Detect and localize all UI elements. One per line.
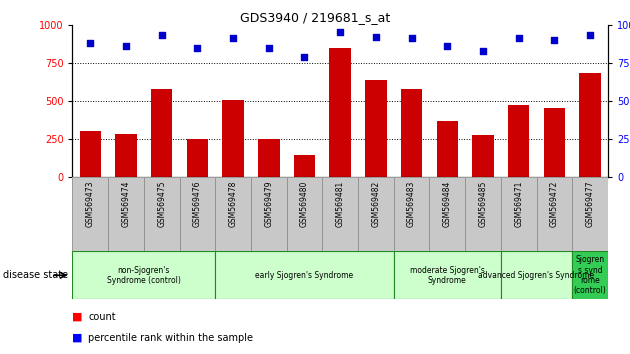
Bar <box>544 108 565 177</box>
Text: non-Sjogren's
Syndrome (control): non-Sjogren's Syndrome (control) <box>107 266 181 285</box>
Point <box>299 54 309 59</box>
Bar <box>572 251 608 299</box>
Bar <box>537 177 572 251</box>
Text: GSM569474: GSM569474 <box>122 181 130 227</box>
Bar <box>72 177 108 251</box>
Text: GDS3940 / 219681_s_at: GDS3940 / 219681_s_at <box>240 11 390 24</box>
Text: moderate Sjogren's
Syndrome: moderate Sjogren's Syndrome <box>410 266 484 285</box>
Point <box>513 36 524 41</box>
Bar <box>115 133 137 177</box>
Bar <box>79 131 101 177</box>
Text: disease state: disease state <box>3 270 68 280</box>
Text: Sjogren
s synd
rome
(control): Sjogren s synd rome (control) <box>574 255 607 295</box>
Text: GSM569481: GSM569481 <box>336 181 345 227</box>
Bar <box>437 121 458 177</box>
Bar <box>108 177 144 251</box>
Text: GSM569485: GSM569485 <box>479 181 488 227</box>
Point <box>585 33 595 38</box>
Bar <box>72 177 608 251</box>
Text: early Sjogren's Syndrome: early Sjogren's Syndrome <box>255 271 353 280</box>
Bar <box>329 48 351 177</box>
Bar <box>215 177 251 251</box>
Bar <box>580 73 601 177</box>
Point <box>549 37 559 43</box>
Text: advanced Sjogren's Syndrome: advanced Sjogren's Syndrome <box>479 271 595 280</box>
Text: percentile rank within the sample: percentile rank within the sample <box>88 333 253 343</box>
Bar <box>394 251 501 299</box>
Text: count: count <box>88 312 116 322</box>
Text: GSM569483: GSM569483 <box>407 181 416 227</box>
Point <box>85 40 95 46</box>
Bar <box>186 139 208 177</box>
Point <box>264 45 274 50</box>
Bar <box>430 177 465 251</box>
Point <box>442 43 452 49</box>
Point <box>406 36 416 41</box>
Bar <box>501 177 537 251</box>
Point <box>157 33 167 38</box>
Text: GSM569476: GSM569476 <box>193 181 202 227</box>
Bar <box>465 177 501 251</box>
Text: GSM569482: GSM569482 <box>372 181 381 227</box>
Bar <box>215 251 394 299</box>
Bar <box>501 251 572 299</box>
Bar <box>401 89 422 177</box>
Bar <box>258 139 280 177</box>
Point <box>335 29 345 35</box>
Point <box>228 36 238 41</box>
Text: GSM569477: GSM569477 <box>586 181 595 227</box>
Bar <box>251 177 287 251</box>
Text: ■: ■ <box>72 312 83 322</box>
Point <box>192 45 202 50</box>
Point <box>478 48 488 53</box>
Text: GSM569479: GSM569479 <box>265 181 273 227</box>
Bar <box>472 135 494 177</box>
Text: GSM569475: GSM569475 <box>158 181 166 227</box>
Bar <box>151 89 173 177</box>
Bar <box>365 80 387 177</box>
Bar <box>72 251 215 299</box>
Text: GSM569484: GSM569484 <box>443 181 452 227</box>
Point <box>371 34 381 40</box>
Bar <box>144 177 180 251</box>
Point <box>121 43 131 49</box>
Bar <box>294 155 315 177</box>
Bar <box>323 177 358 251</box>
Text: GSM569478: GSM569478 <box>229 181 238 227</box>
Text: GSM569472: GSM569472 <box>550 181 559 227</box>
Bar <box>287 177 323 251</box>
Text: GSM569473: GSM569473 <box>86 181 94 227</box>
Text: GSM569471: GSM569471 <box>514 181 523 227</box>
Bar <box>358 177 394 251</box>
Bar <box>508 105 529 177</box>
Bar <box>572 177 608 251</box>
Bar <box>180 177 215 251</box>
Bar <box>394 177 430 251</box>
Text: GSM569480: GSM569480 <box>300 181 309 227</box>
Bar <box>222 100 244 177</box>
Text: ■: ■ <box>72 333 83 343</box>
